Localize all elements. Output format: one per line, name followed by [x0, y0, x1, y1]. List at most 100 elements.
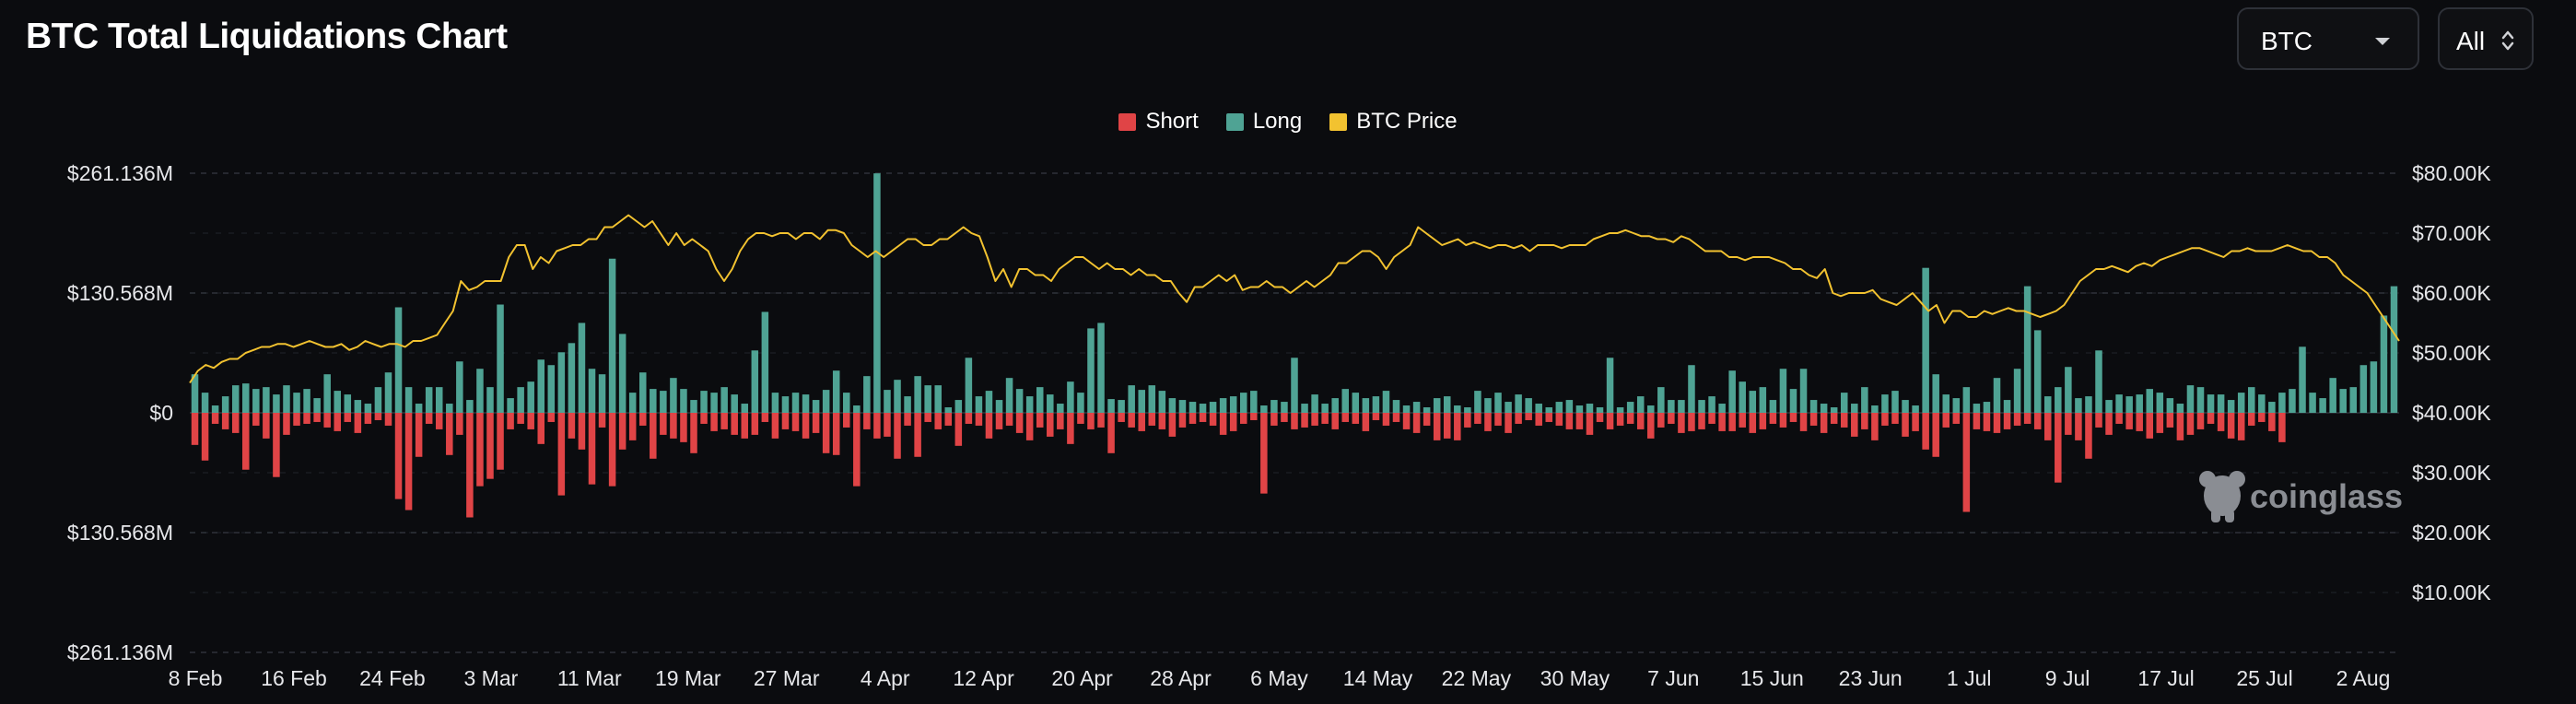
- long-bar[interactable]: [2278, 393, 2286, 413]
- short-bar[interactable]: [242, 413, 250, 470]
- short-bar[interactable]: [2248, 413, 2255, 426]
- short-bar[interactable]: [2237, 413, 2245, 440]
- long-bar[interactable]: [791, 393, 800, 413]
- long-bar[interactable]: [1464, 407, 1471, 413]
- long-bar[interactable]: [364, 404, 372, 413]
- short-bar[interactable]: [1412, 413, 1421, 433]
- short-bar[interactable]: [598, 413, 606, 428]
- short-bar[interactable]: [2196, 413, 2205, 429]
- short-bar[interactable]: [2207, 413, 2215, 424]
- long-bar[interactable]: [2023, 286, 2032, 413]
- long-bar[interactable]: [1871, 405, 1879, 413]
- long-bar[interactable]: [1952, 398, 1961, 413]
- short-bar[interactable]: [1188, 413, 1197, 424]
- short-bar[interactable]: [1668, 413, 1675, 424]
- long-bar[interactable]: [2115, 394, 2123, 413]
- short-bar[interactable]: [221, 413, 229, 429]
- short-bar[interactable]: [1301, 413, 1308, 428]
- short-bar[interactable]: [2095, 413, 2102, 428]
- long-bar[interactable]: [1891, 391, 1899, 413]
- short-bar[interactable]: [1494, 413, 1502, 426]
- short-bar[interactable]: [1352, 413, 1360, 424]
- long-bar[interactable]: [2258, 394, 2266, 413]
- short-bar[interactable]: [1128, 413, 1135, 428]
- long-bar[interactable]: [1749, 391, 1757, 413]
- long-bar[interactable]: [751, 350, 759, 413]
- short-bar[interactable]: [1321, 413, 1329, 424]
- short-bar[interactable]: [914, 413, 921, 457]
- short-bar[interactable]: [1962, 413, 1971, 512]
- long-bar[interactable]: [843, 393, 850, 413]
- short-bar[interactable]: [1311, 413, 1318, 426]
- long-bar[interactable]: [1392, 400, 1400, 413]
- long-bar[interactable]: [954, 400, 963, 413]
- long-bar[interactable]: [1015, 389, 1024, 413]
- short-bar[interactable]: [1372, 413, 1380, 420]
- short-bar[interactable]: [1606, 413, 1614, 429]
- short-bar[interactable]: [2075, 413, 2082, 440]
- short-bar[interactable]: [1484, 413, 1492, 431]
- short-bar[interactable]: [710, 413, 718, 431]
- short-bar[interactable]: [283, 413, 290, 435]
- legend-item-short[interactable]: Short: [1118, 109, 1199, 135]
- short-bar[interactable]: [1565, 413, 1574, 429]
- long-bar[interactable]: [1412, 402, 1421, 413]
- short-bar[interactable]: [1678, 413, 1685, 433]
- short-bar[interactable]: [1015, 413, 1024, 433]
- short-bar[interactable]: [1636, 413, 1645, 429]
- short-bar[interactable]: [497, 413, 504, 470]
- long-bar[interactable]: [802, 394, 810, 413]
- long-bar[interactable]: [2136, 394, 2143, 413]
- short-bar[interactable]: [1047, 413, 1054, 437]
- short-bar[interactable]: [1809, 413, 1818, 426]
- long-bar[interactable]: [537, 359, 544, 413]
- long-bar[interactable]: [201, 393, 209, 413]
- short-bar[interactable]: [1891, 413, 1899, 424]
- long-bar[interactable]: [1219, 398, 1227, 413]
- long-bar[interactable]: [1575, 405, 1584, 413]
- long-bar[interactable]: [2390, 286, 2398, 413]
- long-bar[interactable]: [1454, 405, 1461, 413]
- long-bar[interactable]: [1341, 389, 1350, 413]
- long-bar[interactable]: [2299, 346, 2306, 413]
- long-bar[interactable]: [263, 387, 270, 413]
- short-bar[interactable]: [1423, 413, 1431, 426]
- long-bar[interactable]: [1047, 394, 1054, 413]
- short-bar[interactable]: [995, 413, 1003, 429]
- short-bar[interactable]: [344, 413, 352, 422]
- short-bar[interactable]: [924, 413, 931, 422]
- short-bar[interactable]: [1505, 413, 1512, 433]
- short-bar[interactable]: [2146, 413, 2154, 439]
- long-bar[interactable]: [231, 385, 240, 413]
- long-bar[interactable]: [1382, 391, 1390, 413]
- short-bar[interactable]: [466, 413, 474, 518]
- long-bar[interactable]: [2227, 400, 2235, 413]
- short-bar[interactable]: [415, 413, 423, 457]
- long-bar[interactable]: [1199, 404, 1207, 413]
- long-bar[interactable]: [853, 405, 861, 413]
- long-bar[interactable]: [497, 304, 504, 413]
- long-bar[interactable]: [1444, 396, 1451, 413]
- long-bar[interactable]: [211, 405, 219, 413]
- long-bar[interactable]: [2349, 387, 2358, 413]
- short-bar[interactable]: [1250, 413, 1258, 420]
- long-bar[interactable]: [2003, 400, 2011, 413]
- long-bar[interactable]: [2065, 367, 2072, 413]
- short-bar[interactable]: [384, 413, 392, 426]
- long-bar[interactable]: [334, 391, 341, 413]
- long-bar[interactable]: [273, 394, 280, 413]
- short-bar[interactable]: [781, 413, 790, 429]
- long-bar[interactable]: [1148, 385, 1156, 413]
- short-bar[interactable]: [557, 413, 566, 496]
- long-bar[interactable]: [1973, 404, 1981, 413]
- long-bar[interactable]: [1840, 393, 1848, 413]
- long-bar[interactable]: [415, 404, 423, 413]
- short-bar[interactable]: [1281, 413, 1288, 422]
- short-bar[interactable]: [1840, 413, 1848, 428]
- short-bar[interactable]: [2043, 413, 2052, 440]
- short-bar[interactable]: [1861, 413, 1868, 429]
- long-bar[interactable]: [486, 387, 494, 413]
- long-bar[interactable]: [710, 393, 718, 413]
- long-bar[interactable]: [456, 361, 463, 413]
- short-bar[interactable]: [517, 413, 524, 424]
